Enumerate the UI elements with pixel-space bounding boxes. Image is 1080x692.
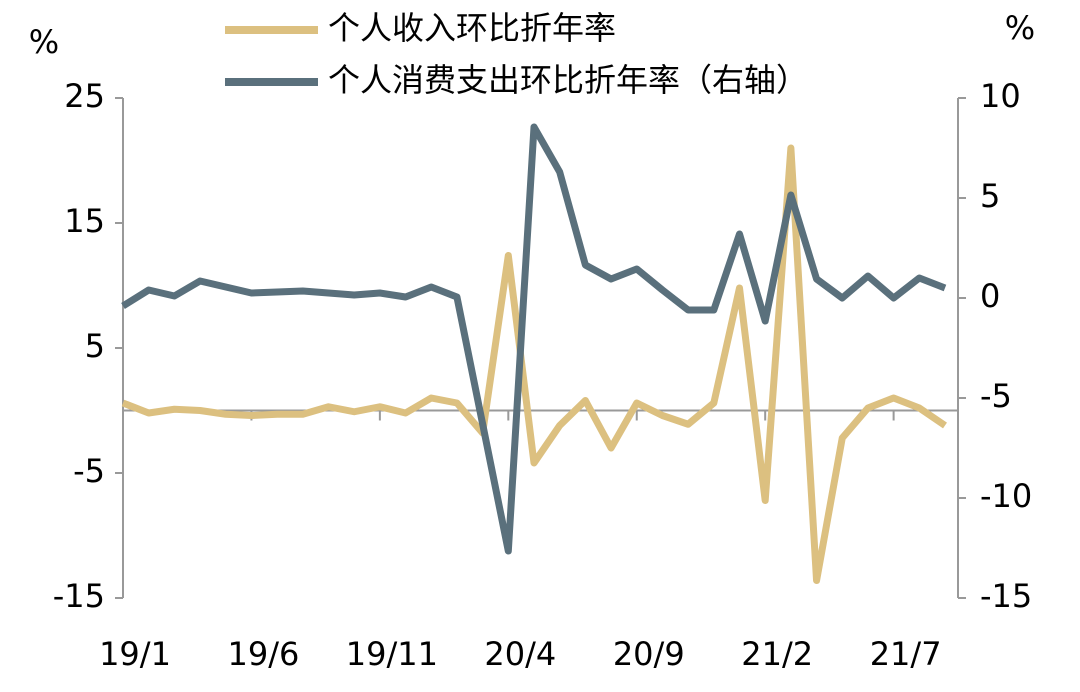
legend-label: 个人收入环比折年率 — [328, 9, 616, 47]
y-axis-label: % — [29, 23, 59, 61]
y2-tick-label: 0 — [980, 277, 1000, 315]
x-tick-label: 19/11 — [346, 635, 438, 673]
y-tick-label: 15 — [64, 202, 105, 240]
x-tick-label: 20/4 — [484, 635, 556, 673]
y-tick-label: -15 — [53, 577, 105, 615]
series-line — [121, 123, 947, 555]
y-tick-label: -5 — [73, 452, 105, 490]
y2-tick-label: -15 — [980, 577, 1032, 615]
y2-tick-label: 10 — [980, 77, 1021, 115]
x-tick-label: 21/2 — [741, 635, 813, 673]
y2-tick-label: 5 — [980, 177, 1000, 215]
y-tick-label: 5 — [85, 327, 105, 365]
y2-tick-label: -5 — [980, 377, 1012, 415]
x-tick-label: 21/7 — [870, 635, 942, 673]
x-tick-label: 20/9 — [613, 635, 685, 673]
legend-label: 个人消费支出环比折年率（右轴） — [328, 61, 808, 99]
x-tick-label: 19/1 — [99, 635, 171, 673]
y2-axis-label: % — [1005, 9, 1035, 47]
x-tick-label: 19/6 — [228, 635, 300, 673]
series-line — [121, 144, 947, 584]
y2-tick-label: -10 — [980, 477, 1032, 515]
y-tick-label: 25 — [64, 77, 105, 115]
